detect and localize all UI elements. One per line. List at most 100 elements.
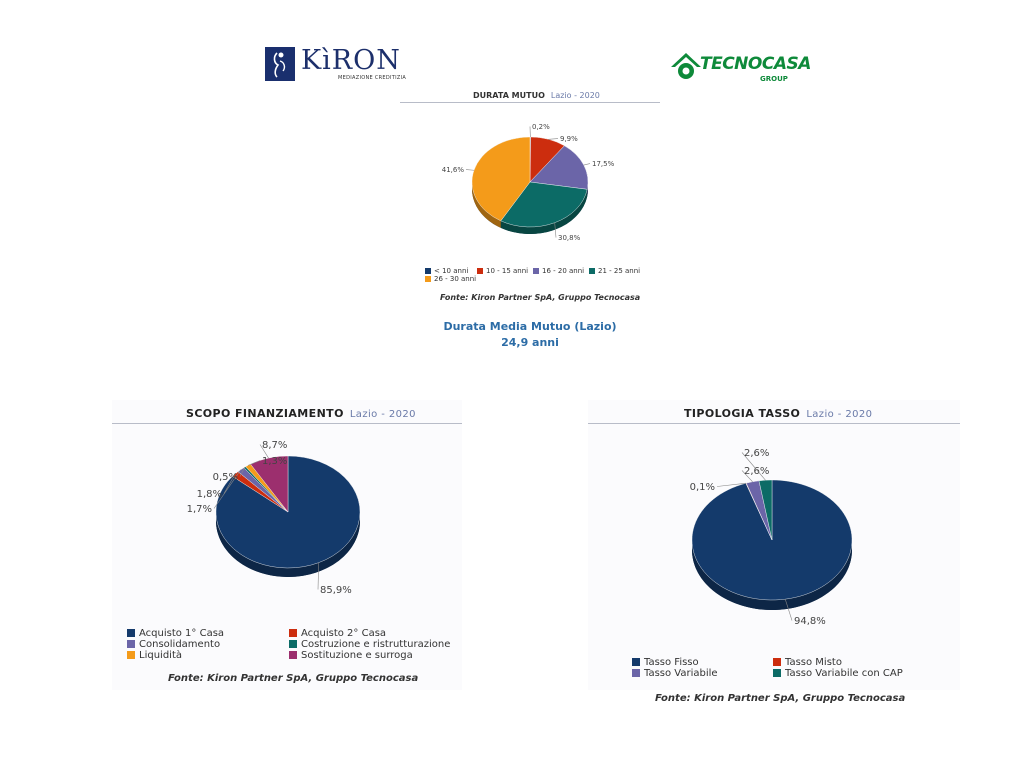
durata-legend-item: 21 - 25 anni	[589, 267, 640, 275]
tecnocasa-logo-text: TECNOCASA	[700, 54, 811, 74]
kiron-logo: KìRON MEDIAZIONE CREDITIZIA	[265, 45, 410, 85]
legend-label: Tasso Variabile	[644, 668, 718, 679]
scopo-legend-item: Consolidamento	[127, 639, 220, 650]
legend-label: Acquisto 2° Casa	[301, 628, 387, 639]
pie-data-label: 41,6%	[442, 166, 465, 174]
durata-summary-title: Durata Media Mutuo (Lazio)	[443, 320, 617, 333]
tasso-legend-item: Tasso Variabile con CAP	[773, 668, 903, 679]
durata-legend: < 10 anni 10 - 15 anni 16 - 20 anni 21 -…	[425, 267, 655, 287]
tasso-title-text: TIPOLOGIA TASSO	[684, 407, 801, 420]
pie-data-label: 0,1%	[690, 482, 715, 493]
tecnocasa-house-icon	[671, 53, 701, 79]
legend-swatch	[289, 640, 297, 648]
tecnocasa-logo-subtitle: GROUP	[760, 75, 788, 83]
scopo-pie-chart: 85,9% 1,8% 1,7% 0,5% 1,3% 8,7%	[187, 440, 361, 596]
durata-title-text: DURATA MUTUO	[473, 91, 545, 100]
pie-slice-side	[500, 189, 588, 234]
pie-leader-line	[259, 444, 269, 459]
legend-swatch	[127, 651, 135, 659]
legend-swatch	[127, 629, 135, 637]
legend-label: Tasso Fisso	[644, 657, 699, 668]
pie-leader-line	[548, 138, 559, 140]
tasso-pie-chart: 94,8% 0,1% 2,6% 2,6%	[690, 448, 853, 627]
durata-legend-item: < 10 anni	[425, 267, 468, 275]
tecnocasa-logo: TECNOCASA GROUP	[670, 48, 811, 88]
durata-title-rule	[400, 102, 660, 103]
pie-leader-line	[213, 469, 242, 509]
tasso-title-rule	[588, 423, 960, 424]
pie-slice	[758, 479, 773, 541]
legend-swatch	[533, 268, 539, 274]
kiron-logo-subtitle: MEDIAZIONE CREDITIZIA	[338, 75, 407, 81]
pie-data-label: 85,9%	[320, 585, 352, 596]
pie-leader-line	[465, 169, 475, 171]
legend-label: < 10 anni	[434, 267, 469, 275]
legend-label: 21 - 25 anni	[598, 267, 641, 275]
durata-source: Fonte: Kiron Partner SpA, Gruppo Tecnoca…	[440, 293, 641, 302]
scopo-title-text: SCOPO FINANZIAMENTO	[186, 407, 344, 420]
scopo-title-rule	[112, 423, 462, 424]
pie-leader-line	[223, 473, 236, 494]
scopo-legend-item: Acquisto 1° Casa	[127, 628, 224, 639]
pie-data-label: 17,5%	[592, 160, 615, 168]
pie-data-label: 1,8%	[197, 489, 222, 500]
tasso-legend-item: Tasso Fisso	[632, 657, 699, 668]
legend-swatch	[632, 658, 640, 666]
pie-leader-line	[741, 470, 753, 482]
legend-swatch	[632, 669, 640, 677]
legend-swatch	[425, 276, 431, 282]
tasso-subtitle-text: Lazio - 2020	[806, 409, 873, 420]
legend-label: Acquisto 1° Casa	[139, 628, 225, 639]
tasso-legend: Tasso Fisso Tasso Misto Tasso Variabile …	[632, 657, 952, 681]
legend-label: Sostituzione e surroga	[301, 650, 413, 661]
legend-label: 26 - 30 anni	[434, 275, 477, 283]
legend-swatch	[127, 640, 135, 648]
pie-data-label: 0,5%	[213, 472, 238, 483]
pie-leader-line	[247, 460, 261, 466]
tasso-legend-item: Tasso Misto	[773, 657, 842, 668]
pie-data-label: 8,7%	[262, 440, 287, 451]
pie-slice	[215, 455, 361, 569]
pie-data-label: 2,6%	[744, 448, 769, 459]
durata-pie-chart: 0,2% 9,9% 17,5% 30,8% 41,6%	[442, 123, 615, 242]
tasso-legend-item: Tasso Variabile	[632, 668, 718, 679]
pie-data-label: 1,3%	[262, 456, 287, 467]
legend-swatch	[589, 268, 595, 274]
scopo-legend-item: Costruzione e ristrutturazione	[289, 639, 450, 650]
pie-leader-line	[554, 222, 557, 238]
legend-label: Tasso Variabile con CAP	[785, 668, 903, 679]
legend-swatch	[773, 669, 781, 677]
pie-leader-line	[716, 482, 747, 487]
durata-legend-item: 10 - 15 anni	[477, 267, 528, 275]
legend-label: Costruzione e ristrutturazione	[301, 639, 451, 650]
pie-data-label: 94,8%	[794, 616, 826, 627]
tasso-source: Fonte: Kiron Partner SpA, Gruppo Tecnoca…	[655, 693, 906, 704]
legend-swatch	[289, 651, 297, 659]
pie-leader-line	[583, 163, 591, 166]
pie-data-label: 1,7%	[187, 504, 212, 515]
legend-label: Tasso Misto	[785, 657, 842, 668]
tasso-chart-title: TIPOLOGIA TASSO Lazio - 2020	[684, 407, 872, 420]
legend-swatch	[425, 268, 431, 274]
pie-leader-line	[741, 452, 766, 481]
durata-subtitle-text: Lazio - 2020	[550, 91, 600, 100]
durata-chart-title: DURATA MUTUO Lazio - 2020	[473, 91, 600, 100]
legend-swatch	[477, 268, 483, 274]
pie-leader-line	[239, 467, 245, 477]
durata-legend-item: 16 - 20 anni	[533, 267, 584, 275]
scopo-subtitle-text: Lazio - 2020	[349, 409, 416, 420]
kiron-logo-text: KìRON	[301, 45, 401, 76]
kiron-logo-mark	[265, 47, 295, 81]
pie-leader-line	[317, 562, 319, 590]
scopo-legend-item: Sostituzione e surroga	[289, 650, 413, 661]
scopo-legend-item: Liquidità	[127, 650, 182, 661]
legend-label: Liquidità	[139, 650, 182, 661]
legend-label: 10 - 15 anni	[486, 267, 529, 275]
pie-data-label: 9,9%	[560, 135, 578, 143]
legend-label: 16 - 20 anni	[542, 267, 585, 275]
durata-summary-value: 24,9 anni	[501, 336, 559, 349]
scopo-legend: Acquisto 1° Casa Acquisto 2° Casa Consol…	[127, 628, 457, 664]
legend-swatch	[773, 658, 781, 666]
scopo-chart-title: SCOPO FINANZIAMENTO Lazio - 2020	[186, 407, 416, 420]
legend-label: Consolidamento	[139, 639, 221, 650]
